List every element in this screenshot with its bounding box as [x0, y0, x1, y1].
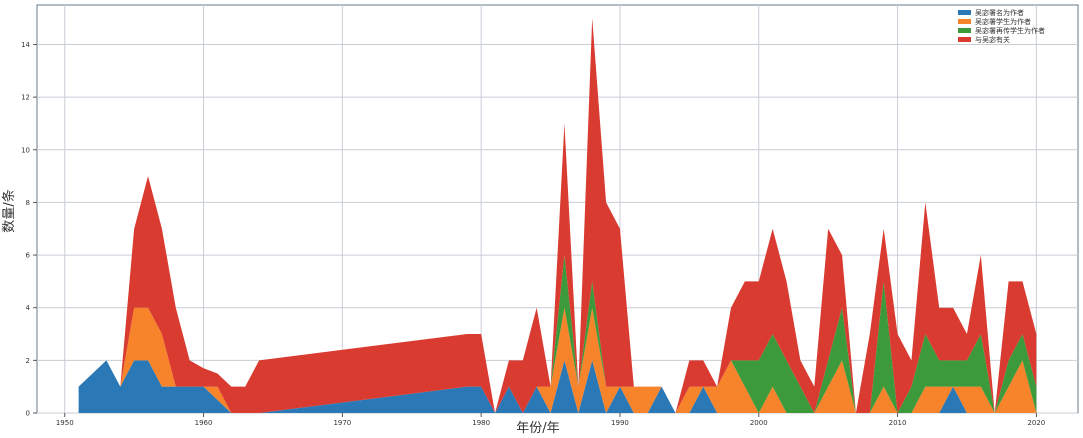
- x-tick-label: 1990: [611, 419, 629, 427]
- y-tick-label: 12: [21, 94, 30, 102]
- area-series-3: [78, 255, 1037, 413]
- y-tick-label: 2: [26, 357, 30, 365]
- area-series-4: [78, 18, 1037, 413]
- y-tick-label: 10: [21, 146, 30, 154]
- x-tick-label: 2000: [750, 419, 768, 427]
- x-tick-label: 1980: [472, 419, 490, 427]
- area-series-2: [78, 307, 1037, 413]
- y-tick-label: 8: [26, 199, 30, 207]
- legend-swatch: [958, 10, 971, 15]
- legend-label: 吴宓署学生为作者: [975, 17, 1031, 26]
- y-tick-label: 6: [26, 252, 31, 260]
- x-tick-label: 2020: [1027, 419, 1045, 427]
- x-tick-label: 1960: [195, 419, 213, 427]
- x-tick-label: 1970: [333, 419, 351, 427]
- x-axis-label: 年份/年: [516, 421, 559, 436]
- legend-swatch: [958, 28, 971, 33]
- y-tick-label: 0: [26, 410, 30, 418]
- y-tick-label: 4: [26, 304, 31, 312]
- x-tick-label: 1950: [56, 419, 74, 427]
- y-tick-label: 14: [21, 41, 30, 49]
- legend-label: 吴宓署再传学生为作者: [975, 26, 1045, 35]
- x-tick-label: 2010: [889, 419, 907, 427]
- area-series-1: [78, 360, 1037, 413]
- legend-swatch: [958, 37, 971, 42]
- area-series: [78, 18, 1037, 413]
- legend-label: 吴宓署名为作者: [975, 8, 1024, 17]
- y-axis-ticks: 0 2 4 6 8 10 12 14: [21, 41, 37, 418]
- y-axis-label: 数量/条: [1, 189, 17, 232]
- legend-label: 与吴宓有关: [975, 35, 1010, 44]
- legend-swatch: [958, 19, 971, 24]
- x-axis-ticks: 1950 1960 1970 1980 1990 2000 2010 2020: [56, 413, 1045, 427]
